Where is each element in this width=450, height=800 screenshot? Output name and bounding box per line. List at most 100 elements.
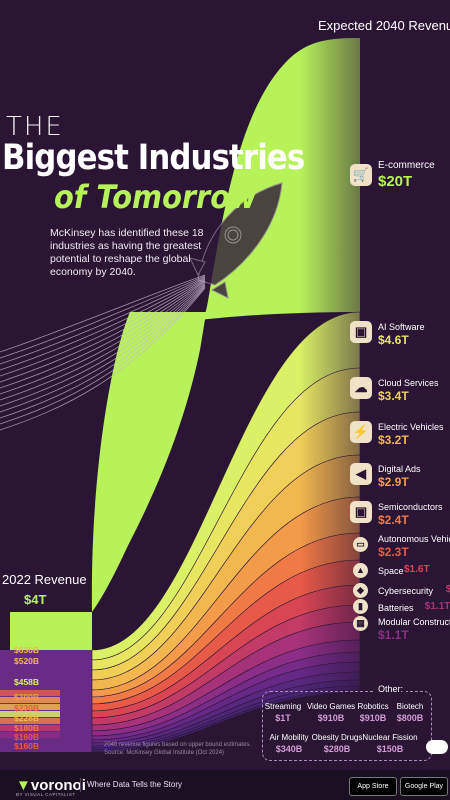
industry-value: $4.6T — [378, 333, 409, 347]
revenue-2022-label: 2022 Revenue — [2, 572, 87, 587]
industry-name: Batteries — [378, 603, 414, 613]
other-item-name: Air Mobility — [269, 733, 309, 742]
industry-name: Modular Construction — [378, 617, 450, 627]
label-2022: $458B — [14, 677, 40, 687]
trail-13 — [0, 286, 206, 425]
megaphone-icon: ◀ — [350, 463, 372, 485]
voronoi-logo[interactable]: ▼voronoi — [16, 777, 86, 794]
divider — [80, 778, 81, 792]
source-note: 2040 revenue figures based on upper boun… — [104, 741, 251, 757]
label-2022: $230B — [14, 703, 40, 713]
trail-5 — [0, 278, 206, 377]
tagline: Where Data Tells the Story — [87, 780, 183, 789]
label-2022: $180B — [14, 723, 40, 733]
other-item-value: $150B — [376, 744, 404, 754]
trail-8 — [0, 281, 206, 395]
label-2022: $630B — [14, 645, 40, 655]
rocket-trails — [0, 274, 206, 431]
trail-14 — [0, 287, 206, 431]
industry-value: $2.3T — [378, 545, 409, 559]
industry-name: Digital Ads — [378, 464, 421, 474]
other-industries-box — [262, 691, 432, 761]
chip-icon: ▣ — [350, 501, 372, 523]
industry-value: $1.6T — [404, 564, 430, 575]
other-item-value: $340B — [275, 744, 303, 754]
description: McKinsey has identified these 18 industr… — [50, 227, 204, 278]
label-2022: $520B — [14, 656, 40, 666]
trail-2 — [0, 275, 206, 359]
trail-6 — [0, 279, 206, 383]
label-2022: $160B — [14, 741, 40, 751]
industry-name: Space — [378, 566, 404, 576]
industry-name: AI Software — [378, 322, 425, 332]
industry-name: Electric Vehicles — [378, 422, 444, 432]
title-main: Biggest Industries — [2, 138, 305, 178]
trail-10 — [0, 283, 206, 407]
other-item-name: Nuclear Fission — [362, 733, 418, 742]
trail-1 — [0, 274, 206, 353]
trail-9 — [0, 282, 206, 401]
source-line-1: 2040 revenue figures based on upper boun… — [104, 742, 252, 748]
trail-12 — [0, 285, 206, 419]
stripe-2022-2 — [0, 697, 60, 703]
shield-icon: ◆ — [353, 583, 368, 598]
trail-4 — [0, 277, 206, 371]
cart-icon: 🛒 — [350, 164, 372, 186]
rocket-icon: ▲ — [353, 563, 368, 578]
cloud-logo-icon — [426, 740, 448, 754]
industry-value: $2.4T — [378, 513, 409, 527]
industry-value: $2.9T — [378, 475, 409, 489]
industry-value: $1.2T — [445, 584, 450, 595]
expected-2040-label: Expected 2040 Revenue — [318, 18, 450, 33]
revenue-2022-value: $4T — [24, 592, 47, 607]
label-2022: $228B — [14, 713, 40, 723]
other-item-name: Biotech — [396, 702, 424, 711]
trail-7 — [0, 280, 206, 389]
battery-icon: ▮ — [353, 599, 368, 614]
flow-chart — [0, 30, 361, 753]
other-item-value: $1T — [275, 713, 291, 723]
fade-overlay — [300, 30, 360, 695]
industry-value: $1.1T — [424, 601, 450, 612]
industry-name: E-commerce — [378, 160, 435, 171]
industry-name: Autonomous Vehicles — [378, 534, 450, 544]
title-sub: of Tomorrow — [54, 178, 257, 216]
other-item-value: $800B — [396, 713, 424, 723]
other-item-name: Streaming — [264, 702, 302, 711]
industry-value: $20T — [378, 173, 413, 190]
other-item-name: Obesity Drugs — [311, 733, 363, 742]
industry-value: $1.1T — [378, 628, 409, 642]
industry-value: $3.4T — [378, 389, 409, 403]
industry-name: Semiconductors — [378, 502, 443, 512]
stripe-2022-3 — [0, 704, 60, 710]
industry-name: Cybersecurity — [378, 586, 434, 596]
stripe-2022-6 — [0, 725, 60, 731]
trail-3 — [0, 276, 206, 365]
building-icon: ▦ — [353, 616, 368, 631]
brand-sub: BY VISUAL CAPITALIST — [16, 792, 76, 797]
other-item-value: $910B — [359, 713, 387, 723]
source-line-2: Source: McKinsey Global Institute (Oct 2… — [104, 750, 225, 756]
other-item-name: Robotics — [357, 702, 389, 711]
bolt-icon: ⚡ — [350, 421, 372, 443]
flow-e-commerce-body — [92, 40, 360, 612]
industry-value: $3.2T — [378, 433, 409, 447]
chip-icon: ▣ — [350, 321, 372, 343]
other-item-name: Video Games — [306, 702, 356, 711]
google-play-button[interactable]: Google Play — [400, 777, 448, 796]
stripe-2022-1 — [0, 690, 60, 696]
other-item-value: $280B — [323, 744, 351, 754]
cloud-icon: ☁ — [350, 377, 372, 399]
stripe-2022-4 — [0, 711, 60, 717]
label-2022: $300B — [14, 692, 40, 702]
rocket-illustration — [189, 182, 283, 299]
car-icon: ▭ — [353, 537, 368, 552]
stripe-2022-5 — [0, 718, 60, 724]
industry-name: Cloud Services — [378, 378, 439, 388]
app-store-button[interactable]: App Store — [349, 777, 397, 796]
label-2022: $160B — [14, 732, 40, 742]
trail-11 — [0, 284, 206, 413]
title-the: THE — [6, 112, 64, 142]
other-title: Other: — [375, 684, 407, 694]
